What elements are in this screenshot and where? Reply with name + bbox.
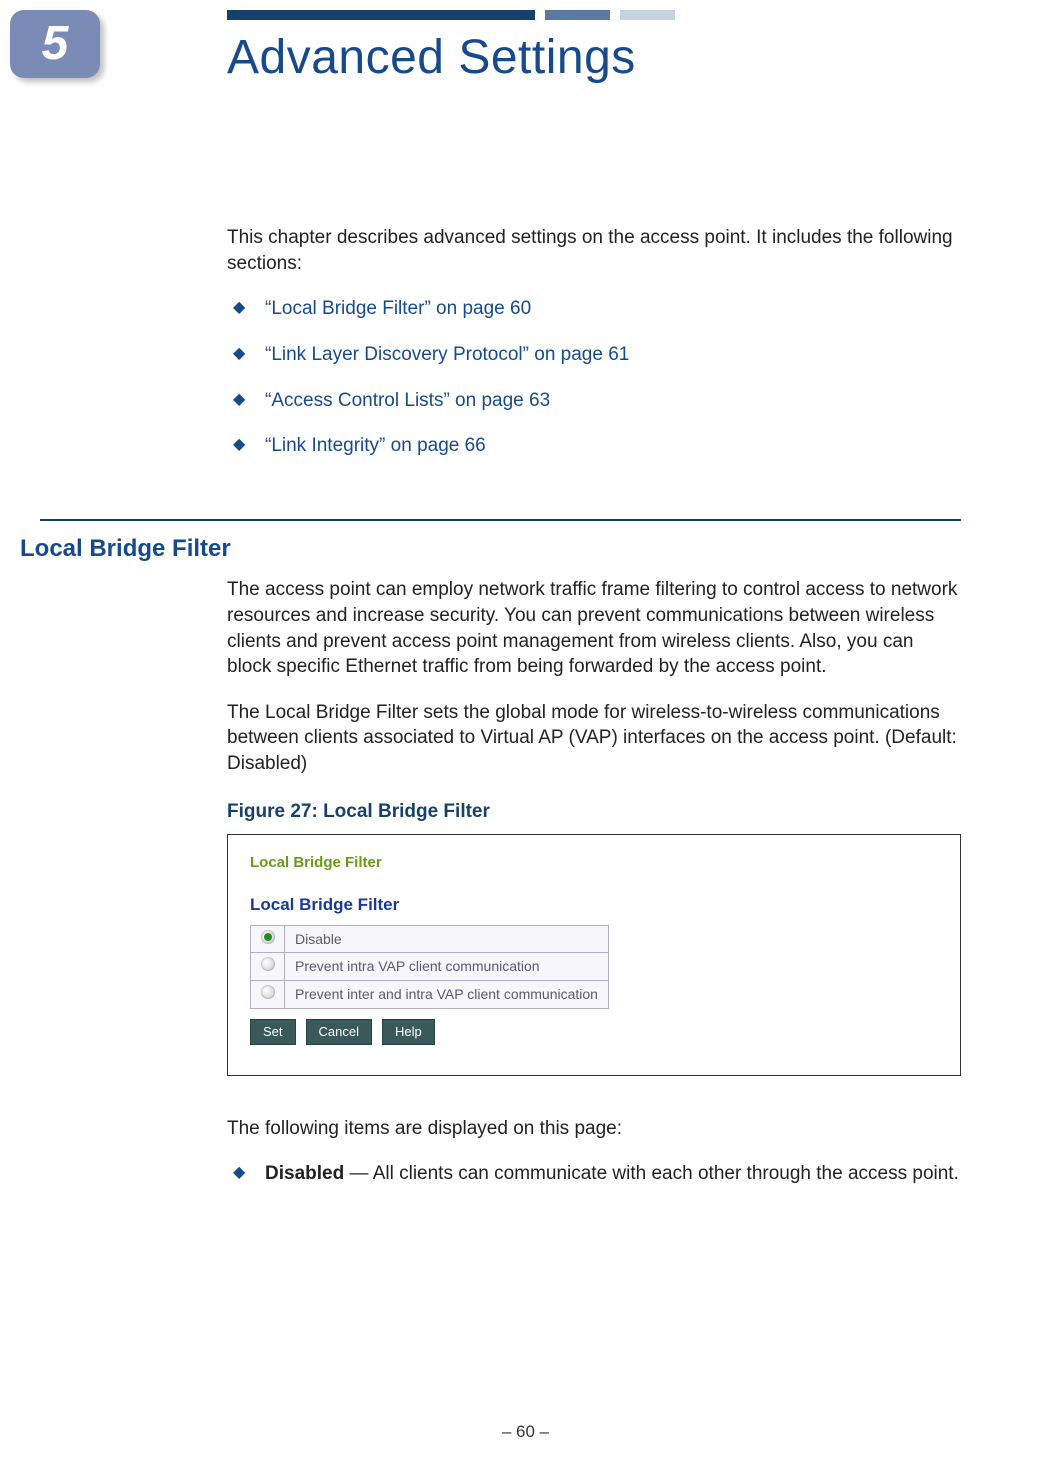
radio-label: Prevent intra VAP client communication bbox=[285, 953, 609, 981]
page-number: – 60 – bbox=[0, 1422, 1051, 1442]
radio-option-table: Disable Prevent intra VAP client communi… bbox=[250, 925, 609, 1010]
toc-link-local-bridge[interactable]: “Local Bridge Filter” on page 60 bbox=[265, 298, 531, 319]
item-term: Disabled bbox=[265, 1163, 344, 1184]
radio-prevent-intra[interactable] bbox=[261, 957, 275, 971]
radio-label: Prevent inter and intra VAP client commu… bbox=[285, 981, 609, 1009]
figure-local-bridge-filter: Local Bridge Filter Local Bridge Filter … bbox=[227, 834, 961, 1075]
chapter-title: Advanced Settings bbox=[227, 30, 991, 85]
radio-disable[interactable] bbox=[261, 930, 275, 944]
figure-breadcrumb: Local Bridge Filter bbox=[250, 853, 938, 873]
chapter-number-badge: 5 bbox=[10, 10, 100, 78]
cancel-button[interactable]: Cancel bbox=[306, 1019, 372, 1045]
radio-prevent-inter-intra[interactable] bbox=[261, 985, 275, 999]
section-paragraph-1: The access point can employ network traf… bbox=[227, 577, 961, 680]
section-heading: Local Bridge Filter bbox=[20, 533, 961, 565]
figure-caption: Figure 27: Local Bridge Filter bbox=[227, 799, 961, 825]
toc-link-lldp[interactable]: “Link Layer Discovery Protocol” on page … bbox=[265, 344, 629, 365]
after-figure-paragraph: The following items are displayed on thi… bbox=[227, 1116, 961, 1142]
toc-link-acl[interactable]: “Access Control Lists” on page 63 bbox=[265, 390, 550, 411]
item-description: — All clients can communicate with each … bbox=[344, 1163, 959, 1184]
list-item: Disabled — All clients can communicate w… bbox=[227, 1161, 961, 1187]
set-button[interactable]: Set bbox=[250, 1019, 296, 1045]
table-row: Disable bbox=[251, 925, 609, 953]
toc-link-link-integrity[interactable]: “Link Integrity” on page 66 bbox=[265, 435, 486, 456]
intro-paragraph: This chapter describes advanced settings… bbox=[227, 225, 961, 276]
figure-header: Local Bridge Filter bbox=[250, 894, 938, 917]
table-row: Prevent inter and intra VAP client commu… bbox=[251, 981, 609, 1009]
table-row: Prevent intra VAP client communication bbox=[251, 953, 609, 981]
section-divider bbox=[40, 519, 961, 521]
item-list: Disabled — All clients can communicate w… bbox=[227, 1161, 961, 1187]
header-rule bbox=[227, 10, 991, 24]
radio-label: Disable bbox=[285, 925, 609, 953]
help-button[interactable]: Help bbox=[382, 1019, 435, 1045]
section-paragraph-2: The Local Bridge Filter sets the global … bbox=[227, 700, 961, 777]
section-toc: “Local Bridge Filter” on page 60 “Link L… bbox=[227, 296, 961, 459]
